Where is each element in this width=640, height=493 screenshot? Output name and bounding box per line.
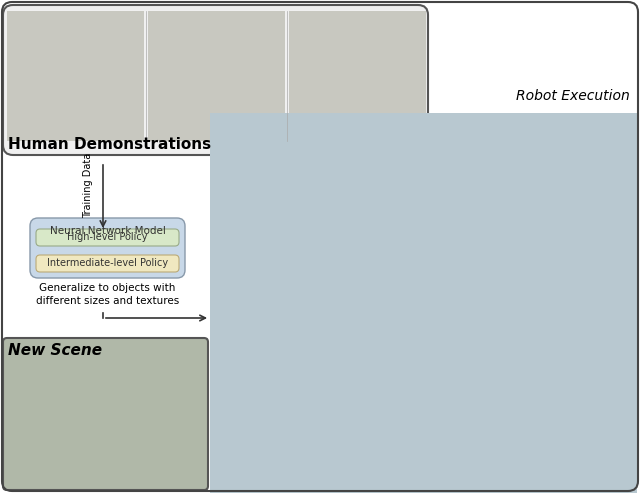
FancyBboxPatch shape [36, 255, 179, 272]
Text: New Scene: New Scene [8, 343, 102, 358]
Text: Intermediate-level Policy: Intermediate-level Policy [47, 258, 168, 269]
FancyBboxPatch shape [3, 5, 428, 155]
Text: Neural Network Model: Neural Network Model [49, 226, 165, 236]
Bar [3, 338, 208, 490]
Text: Robot Execution: Robot Execution [516, 89, 630, 103]
Bar [148, 11, 285, 141]
Text: Training Data: Training Data [83, 152, 93, 217]
Text: Generalize to objects with
different sizes and textures: Generalize to objects with different siz… [36, 283, 179, 306]
Text: High-level Policy: High-level Policy [67, 233, 148, 243]
FancyBboxPatch shape [36, 229, 179, 246]
Bar [210, 113, 637, 493]
FancyBboxPatch shape [30, 218, 185, 278]
Bar [289, 11, 426, 141]
Bar [7, 11, 144, 141]
Text: Human Demonstrations: Human Demonstrations [8, 137, 211, 152]
